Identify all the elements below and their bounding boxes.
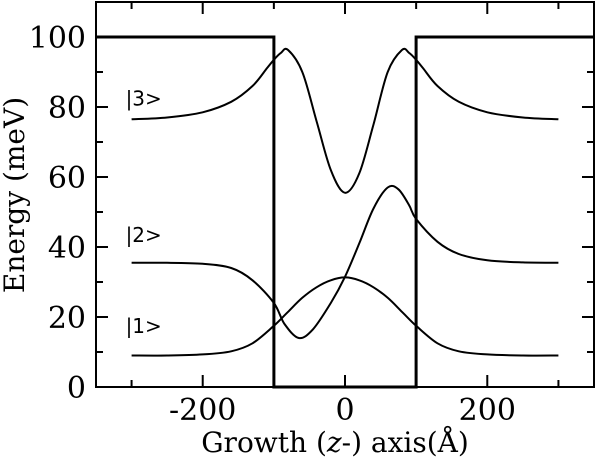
potential-well-line xyxy=(96,35,594,389)
wavefunction-line-2 xyxy=(131,184,559,340)
y-tick-label: 20 xyxy=(48,301,86,336)
y-tick-label: 0 xyxy=(67,371,86,406)
x-tick-label: 200 xyxy=(459,393,516,428)
state-label-1: |1> xyxy=(126,314,162,338)
state-labels-layer: |1> |2> |3> xyxy=(126,86,162,338)
x-tick-label: -200 xyxy=(169,393,236,428)
ticks-layer xyxy=(96,1,594,388)
wavefunction-line-1 xyxy=(131,276,559,357)
x-axis-title-suffix: -) axis(Å) xyxy=(342,426,469,459)
y-tick-label: 100 xyxy=(29,21,86,56)
x-axis-title: Growth (z-) axis(Å) xyxy=(201,426,469,459)
x-tick-label: 0 xyxy=(335,393,354,428)
state-label-3: |3> xyxy=(126,86,162,110)
x-axis-title-italic: z xyxy=(326,426,342,459)
state-label-2: |2> xyxy=(126,223,162,247)
plot-frame xyxy=(95,1,595,388)
curves-layer xyxy=(131,47,559,357)
wavefunction-line-3 xyxy=(131,47,559,194)
x-axis-title-prefix: Growth ( xyxy=(201,426,327,459)
tick-labels-layer: -200 0 200 0 20 40 60 80 100 xyxy=(29,21,516,428)
y-tick-label: 60 xyxy=(48,161,86,196)
y-tick-label: 80 xyxy=(48,91,86,126)
y-axis-title: Energy (meV) xyxy=(0,97,31,293)
potential-layer xyxy=(96,35,594,389)
y-tick-label: 40 xyxy=(48,231,86,266)
